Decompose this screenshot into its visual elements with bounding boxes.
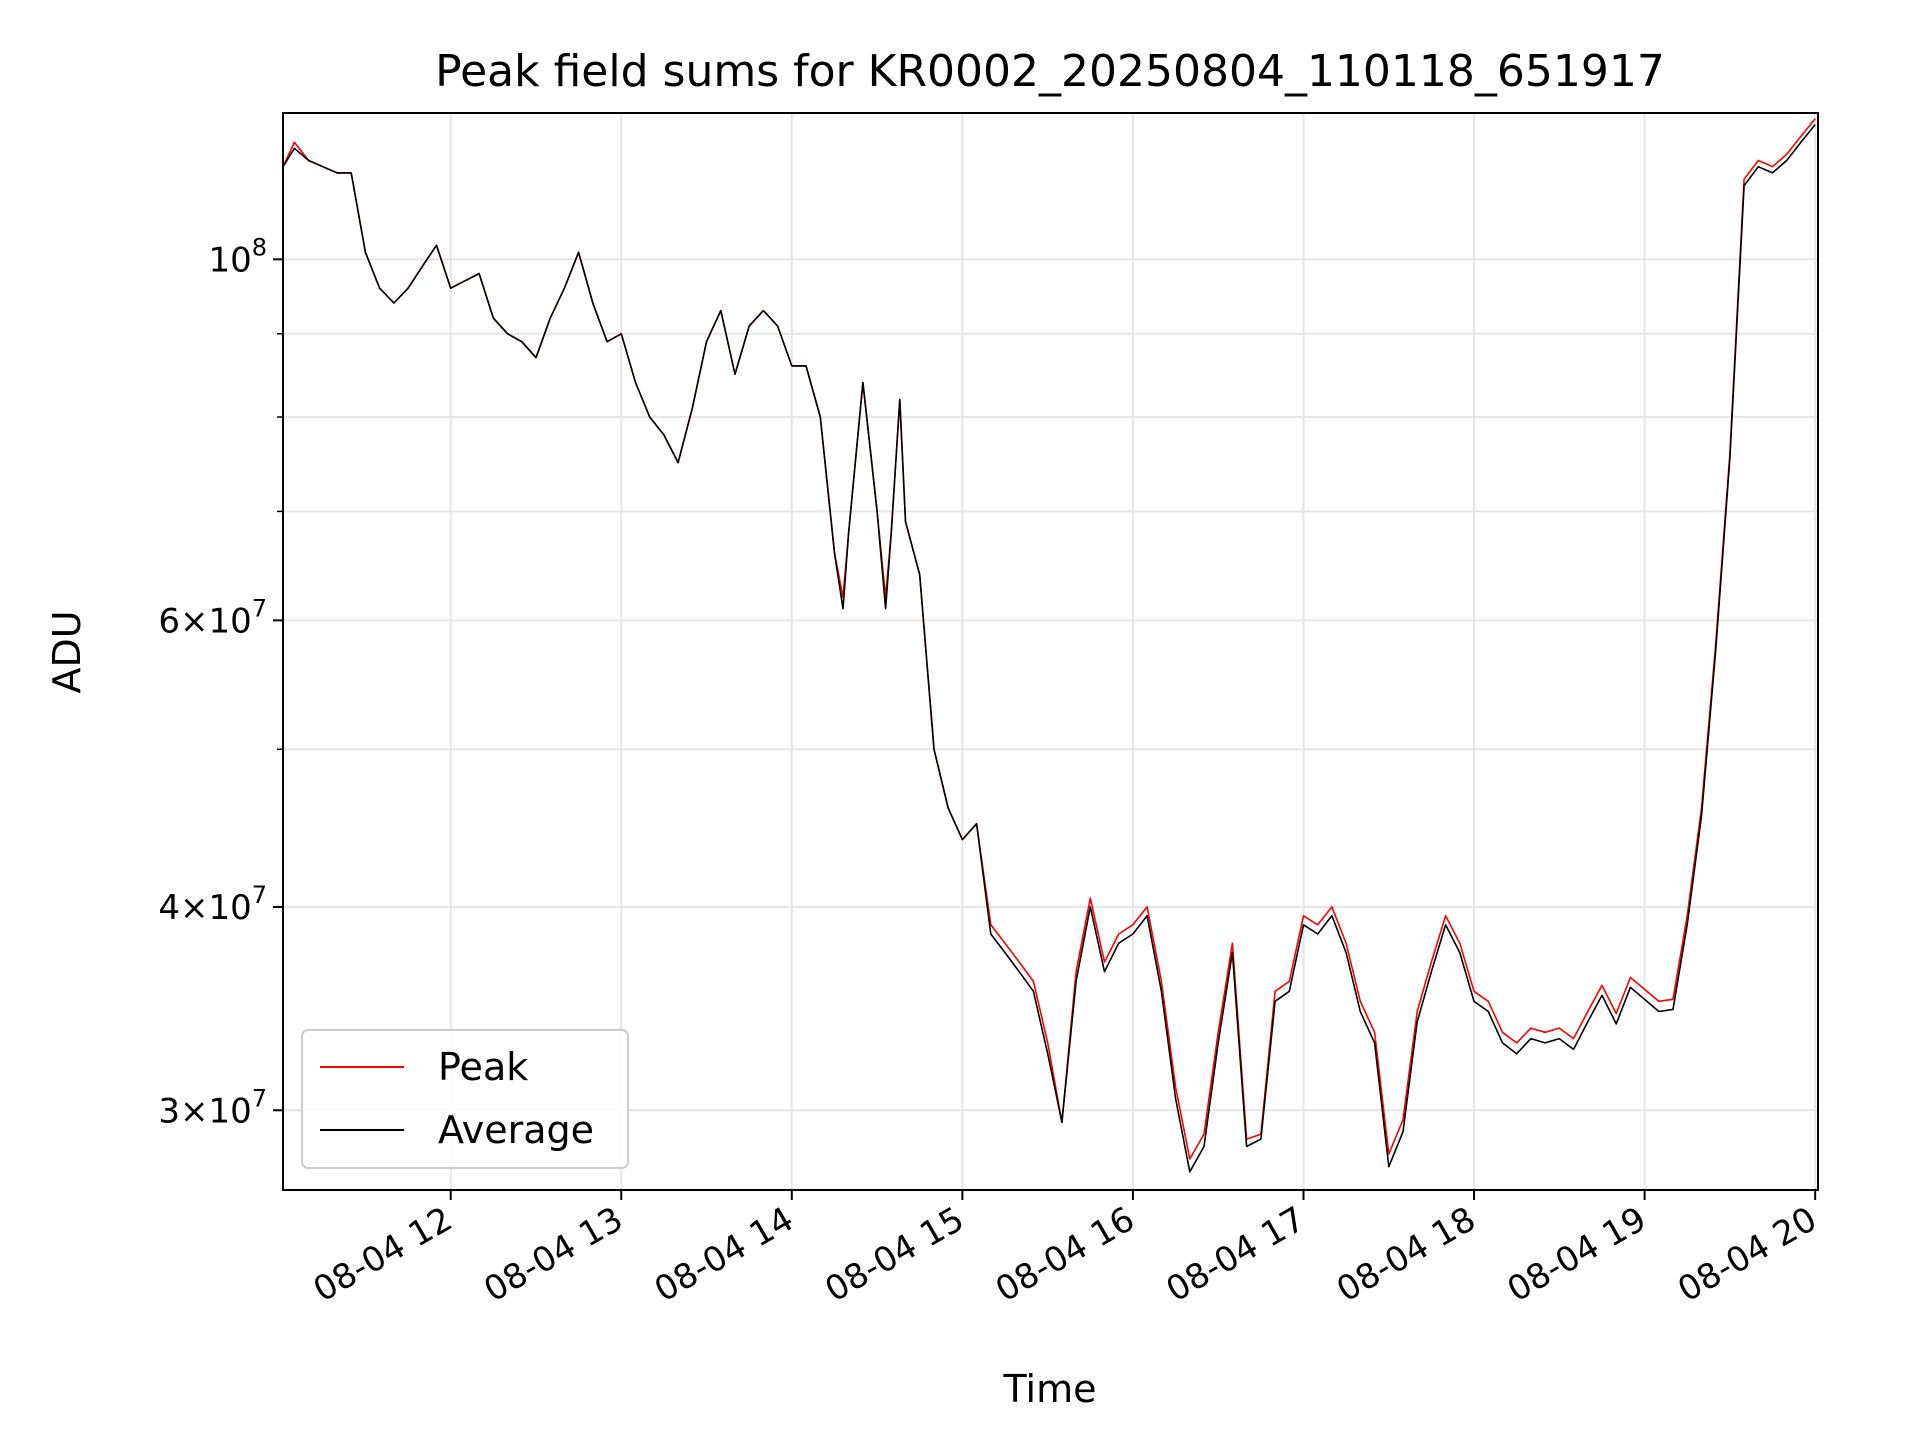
x-axis-label: Time xyxy=(1003,1367,1097,1411)
y-tick-label: 3×107 xyxy=(158,1084,267,1131)
y-tick-exponent: 7 xyxy=(252,1084,267,1112)
chart-title: Peak field sums for KR0002_20250804_1101… xyxy=(435,46,1665,97)
y-tick-exponent: 7 xyxy=(252,881,267,909)
y-tick-exponent: 7 xyxy=(252,594,267,622)
series-lines xyxy=(283,118,1816,1173)
legend-label-average: Average xyxy=(438,1108,594,1152)
y-tick-mantissa: 6× xyxy=(158,601,208,641)
y-tick-label: 108 xyxy=(208,233,267,280)
plot-frame xyxy=(282,112,1819,1191)
y-tick-base: 10 xyxy=(208,888,251,928)
grid xyxy=(283,113,1818,1190)
y-axis-label: ADU xyxy=(45,610,89,693)
y-tick-label: 6×107 xyxy=(158,594,267,641)
y-tick-exponent: 8 xyxy=(252,233,267,261)
y-tick-base: 10 xyxy=(208,1091,251,1131)
legend-label-peak: Peak xyxy=(438,1045,528,1089)
y-tick-mantissa: 4× xyxy=(158,888,208,928)
legend-box xyxy=(301,1029,629,1169)
legend: Peak Average xyxy=(301,1029,629,1169)
y-tick-mantissa: 3× xyxy=(158,1091,208,1131)
y-tick-base: 10 xyxy=(208,240,251,280)
y-tick-base: 10 xyxy=(208,601,251,641)
y-tick-label: 4×107 xyxy=(158,881,267,928)
series-line-average xyxy=(283,124,1816,1173)
